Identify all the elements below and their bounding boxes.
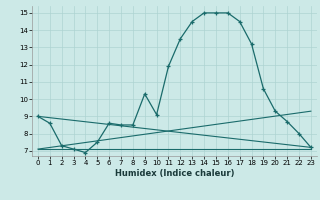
- X-axis label: Humidex (Indice chaleur): Humidex (Indice chaleur): [115, 169, 234, 178]
